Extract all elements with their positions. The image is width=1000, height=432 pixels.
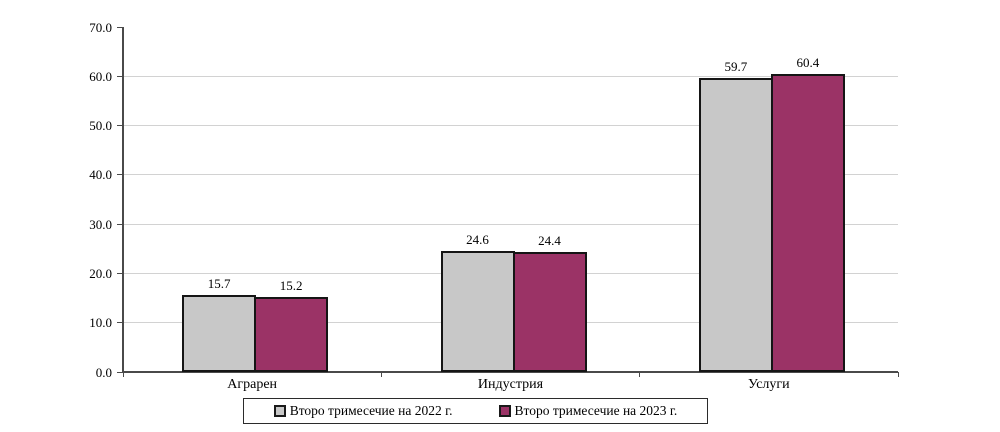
bar-2022-0 — [182, 294, 257, 372]
category-label: Услуги — [747, 377, 790, 392]
bar-2023-1 — [512, 251, 587, 372]
y-axis-tick-label: 0.0 — [95, 364, 112, 380]
y-axis-tick-label: 20.0 — [89, 265, 112, 281]
bar-value-label: 24.6 — [466, 231, 489, 247]
x-axis-tick — [639, 372, 641, 377]
bar-2023-0 — [254, 297, 329, 372]
x-axis-line — [122, 371, 898, 373]
legend-label: Второ тримесечие на 2023 г. — [514, 403, 678, 418]
y-axis-tick-label: 30.0 — [89, 216, 112, 232]
y-axis-tick — [117, 322, 123, 324]
gridline — [123, 125, 898, 127]
y-axis-tick-label: 70.0 — [89, 19, 112, 35]
bar-value-label: 60.4 — [796, 55, 820, 71]
y-axis-tick-label: 60.0 — [89, 68, 112, 84]
category-label: Индустрия — [477, 377, 544, 392]
gridline — [123, 223, 898, 225]
x-axis-tick — [380, 372, 382, 377]
legend-item-2022: Второ тримесечие на 2022 г. — [273, 403, 453, 418]
y-axis-tick-label: 10.0 — [89, 315, 112, 331]
bar-value-label: 15.2 — [279, 278, 303, 294]
bar-value-label: 15.7 — [207, 275, 231, 291]
bar-2022-2 — [698, 77, 773, 372]
y-axis-tick — [117, 272, 123, 274]
legend-marker-icon — [498, 405, 511, 417]
y-axis-tick-label: 50.0 — [89, 118, 112, 134]
y-axis-tick — [117, 26, 123, 28]
y-axis-line — [122, 27, 124, 372]
y-axis-tick-label: 40.0 — [89, 167, 112, 183]
y-axis-tick — [117, 75, 123, 77]
legend-item-2023: Второ тримесечие на 2023 г. — [498, 403, 678, 418]
category-label: Аграрен — [227, 377, 278, 392]
y-axis-tick — [117, 223, 123, 225]
bar-2022-1 — [440, 250, 515, 372]
y-axis-tick — [117, 125, 123, 127]
bar-value-label: 24.4 — [538, 232, 561, 248]
bar-value-label: 59.7 — [724, 58, 748, 74]
x-axis-tick — [122, 372, 124, 377]
gridline — [123, 75, 898, 77]
legend-marker-icon — [273, 405, 286, 417]
gridline — [123, 174, 898, 176]
y-axis-tick — [117, 174, 123, 176]
bar-2023-2 — [770, 74, 845, 372]
legend: Второ тримесечие на 2022 г. Второ тримесе… — [243, 398, 708, 424]
legend-label: Второ тримесечие на 2022 г. — [289, 403, 453, 418]
y-axis-tick — [117, 371, 123, 373]
x-axis-tick — [897, 372, 899, 377]
